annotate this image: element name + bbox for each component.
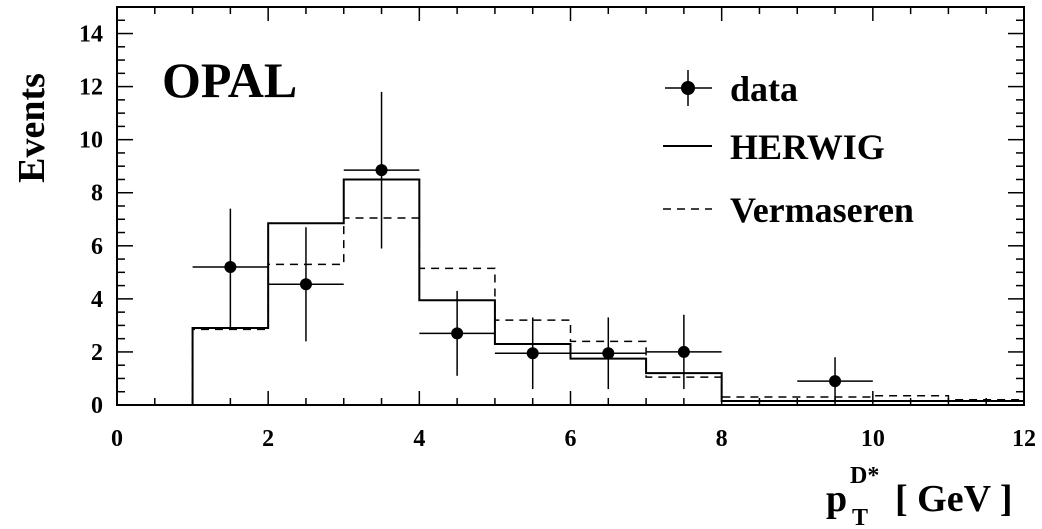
x-axis-label-superscript: D* bbox=[850, 463, 879, 489]
y-tick-label: 12 bbox=[79, 75, 103, 101]
legend-data-marker bbox=[681, 81, 695, 95]
legend-vermaseren-label: Vermaseren bbox=[730, 190, 914, 230]
y-tick-label: 10 bbox=[79, 128, 103, 154]
data-points bbox=[192, 91, 873, 403]
y-tick-label: 6 bbox=[91, 234, 103, 260]
axes: 0 2 4 6 8 10 12 0 2 4 6 8 10 12 14 bbox=[79, 6, 1036, 452]
y-axis-label: Events bbox=[11, 73, 53, 183]
data-point bbox=[829, 375, 842, 388]
y-tick-label: 14 bbox=[79, 22, 103, 48]
x-tick-label: 2 bbox=[262, 426, 274, 452]
data-point bbox=[299, 278, 312, 291]
x-tick-label: 6 bbox=[565, 426, 577, 452]
x-tick-label: 4 bbox=[413, 426, 425, 452]
y-tick-label: 2 bbox=[91, 340, 103, 366]
data-point bbox=[602, 347, 615, 360]
legend-herwig-label: HERWIG bbox=[730, 127, 885, 167]
x-axis-label-unit: [ GeV ] bbox=[895, 478, 1013, 520]
y-tick-label: 0 bbox=[91, 393, 103, 419]
data-point bbox=[526, 347, 539, 360]
x-tick-label: 8 bbox=[716, 426, 728, 452]
x-tick-label: 10 bbox=[861, 426, 885, 452]
y-tick-label: 4 bbox=[91, 287, 103, 313]
data-point bbox=[677, 345, 690, 358]
x-tick-label: 12 bbox=[1012, 426, 1036, 452]
data-point bbox=[375, 164, 388, 177]
experiment-label: OPAL bbox=[162, 52, 297, 108]
legend: data HERWIG Vermaseren bbox=[663, 69, 914, 230]
x-axis-label: p D* T [ GeV ] bbox=[826, 463, 1013, 529]
data-point bbox=[224, 261, 237, 274]
x-axis-label-base: p bbox=[826, 478, 847, 520]
y-tick-label: 8 bbox=[91, 181, 103, 207]
x-tick-label: 0 bbox=[111, 426, 123, 452]
legend-data-label: data bbox=[730, 69, 798, 109]
x-axis-label-subscript: T bbox=[852, 505, 868, 529]
data-point bbox=[451, 327, 464, 340]
